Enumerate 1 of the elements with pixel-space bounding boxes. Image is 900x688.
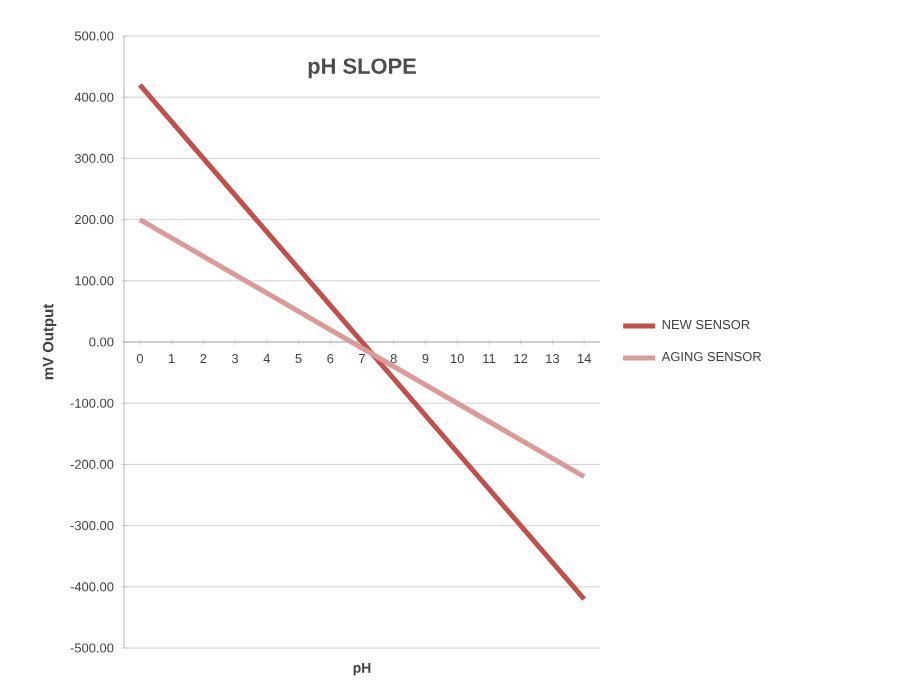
text: pH SLOPE — [308, 58, 416, 79]
